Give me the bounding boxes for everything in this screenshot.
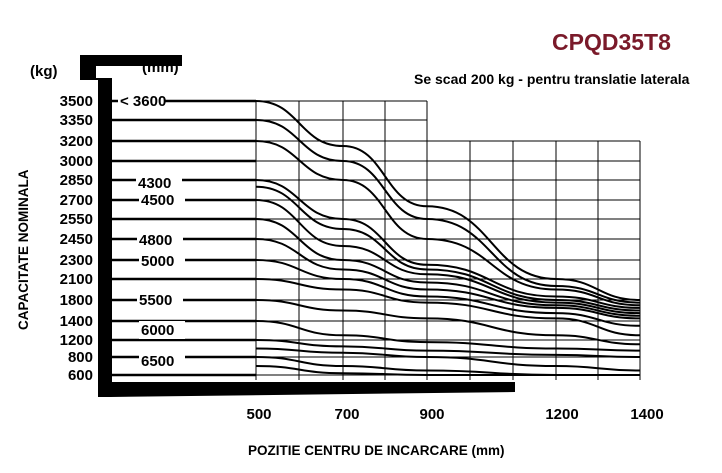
height-label-bg xyxy=(136,174,182,192)
chart-subtitle: Se scad 200 kg - pentru translatie later… xyxy=(414,71,690,87)
x-tick-label: 900 xyxy=(419,406,444,423)
y-tick-label: 800 xyxy=(68,349,93,366)
capacity-curve-1 xyxy=(255,100,641,301)
height-label-bg xyxy=(137,231,183,249)
y-tick-label: 2300 xyxy=(60,252,93,269)
y-tick-label: 3350 xyxy=(60,112,93,129)
capacity-curve-12 xyxy=(255,320,641,352)
height-label: < 3600 xyxy=(120,93,166,110)
x-tick-label: 500 xyxy=(246,406,271,423)
chart-title: CPQD35T8 xyxy=(552,29,671,55)
capacity-curve-8 xyxy=(255,238,641,320)
x-tick-labels: 500 700 900 1200 1400 xyxy=(246,406,663,423)
y-tick-labels: 3500 3350 3200 3000 2850 2700 2550 2450 2300 2100… xyxy=(60,93,93,384)
y-tick-label: 1200 xyxy=(60,332,93,349)
height-label: 4300 xyxy=(138,175,171,192)
capacity-curve-13 xyxy=(255,339,641,358)
capacity-curves xyxy=(255,100,641,377)
y-tick-label: 3000 xyxy=(60,153,93,170)
capacity-curve-10 xyxy=(255,278,641,337)
capacity-curve-7 xyxy=(255,218,641,317)
height-label-bg xyxy=(118,92,164,110)
height-label-bg xyxy=(139,252,185,270)
height-label: 4800 xyxy=(139,232,172,249)
y-tick-label: 2450 xyxy=(60,231,93,248)
y-tick-label: 1400 xyxy=(60,313,93,330)
capacity-curve-4 xyxy=(255,179,641,309)
height-level-lines xyxy=(112,99,256,377)
capacity-curve-16 xyxy=(255,365,640,377)
capacity-curve-9 xyxy=(255,259,641,327)
capacity-curve-11 xyxy=(255,299,641,346)
y-tick-label: 2100 xyxy=(60,271,93,288)
height-label-bg xyxy=(139,321,185,339)
y-tick-label: 1800 xyxy=(60,292,93,309)
capacity-curve-14 xyxy=(255,347,641,372)
y-tick-label: 2550 xyxy=(60,211,93,228)
height-label: 6000 xyxy=(141,322,174,339)
x-tick-label: 1200 xyxy=(545,406,578,423)
capacity-curve-2 xyxy=(255,119,641,304)
x-axis-label: POZITIE CENTRU DE INCARCARE (mm) xyxy=(248,443,505,458)
height-label: 6500 xyxy=(141,353,174,370)
height-label: 4500 xyxy=(141,192,174,209)
y-unit-label: (kg) xyxy=(30,63,58,80)
y-tick-label: 2850 xyxy=(60,172,93,189)
height-label-bg xyxy=(139,191,185,209)
y-tick-label: 3500 xyxy=(60,93,93,110)
capacity-curve-3 xyxy=(255,140,641,307)
height-label-bg xyxy=(139,352,185,370)
capacity-curve-6 xyxy=(255,199,641,315)
capacity-curve-5 xyxy=(255,185,641,312)
y-tick-label: 2700 xyxy=(60,192,93,209)
height-label: 5000 xyxy=(141,253,174,270)
height-label-bg xyxy=(137,291,183,309)
y-axis-label: CAPACITATE NOMINALA xyxy=(16,169,31,330)
y-tick-label: 600 xyxy=(68,367,93,384)
x-tick-label: 700 xyxy=(334,406,359,423)
x-tick-label: 1400 xyxy=(630,406,663,423)
height-label: 5500 xyxy=(139,292,172,309)
y-tick-label: 3200 xyxy=(60,133,93,150)
